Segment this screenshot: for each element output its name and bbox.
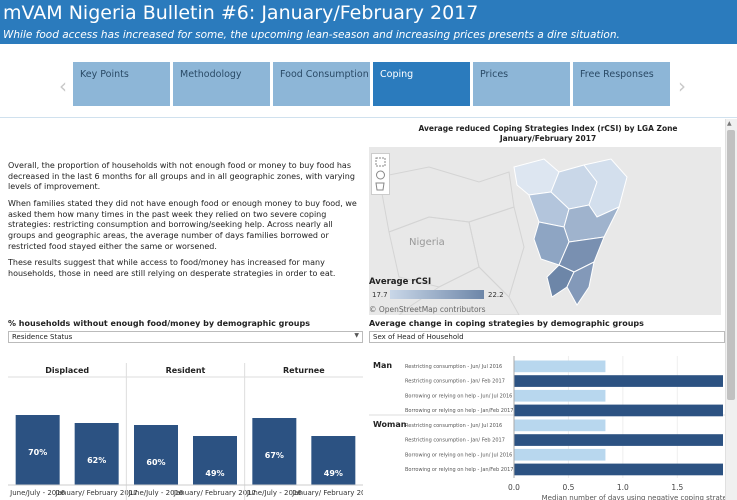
page-subtitle: While food access has increased for some… [3, 29, 620, 41]
tab-key-points[interactable]: Key Points [73, 62, 170, 106]
group-label-returnee: Returnee [283, 366, 325, 375]
x-axis-label: Median number of days using negative cop… [542, 494, 725, 500]
group-label-woman: Woman [373, 420, 407, 429]
bar [252, 418, 297, 485]
bar [311, 436, 356, 485]
header-banner: mVAM Nigeria Bulletin #6: January/Februa… [0, 0, 737, 44]
bar [514, 419, 606, 432]
bar [74, 423, 119, 485]
bar-value-label: 49% [324, 469, 343, 478]
bar [134, 425, 178, 485]
tab-methodology[interactable]: Methodology [173, 62, 270, 106]
category-label: June/July - 2016 [246, 489, 303, 497]
map-title-line-2: January/February 2017 [499, 133, 597, 143]
residence-status-value: Residence Status [12, 333, 73, 341]
map-title: Average reduced Coping Strategies Index … [372, 124, 724, 143]
map-legend-title: Average rCSI [369, 277, 432, 287]
content-divider [0, 117, 737, 118]
bar [514, 375, 723, 387]
category-label: January/ February 2017 [173, 489, 256, 497]
map-boundary [398, 266, 520, 315]
x-tick-label: 1.5 [671, 483, 683, 492]
map-legend-max: 22.2 [488, 291, 504, 299]
tab-free-responses[interactable]: Free Responses [573, 62, 670, 106]
x-tick-label: 1.0 [617, 483, 629, 492]
row-label: Borrowing or relying on help - Jan/Feb 2… [405, 408, 513, 414]
bar-value-label: 67% [265, 451, 284, 460]
sex-of-head-value: Sex of Head of Household [373, 333, 464, 341]
tab-coping[interactable]: Coping [373, 62, 470, 106]
sex-of-head-dropdown[interactable]: Sex of Head of Household [369, 331, 725, 343]
x-tick-label: 0.5 [562, 483, 574, 492]
x-tick-label: 0.0 [508, 483, 520, 492]
map-zone[interactable] [546, 264, 575, 298]
chart-bg [8, 363, 363, 500]
bar-value-label: 49% [205, 469, 224, 478]
row-label: Borrowing or relying on help - Jun/ Jul … [405, 393, 512, 399]
chevron-down-icon: ▼ [354, 332, 359, 339]
category-label: January/ February 2017 [55, 489, 138, 497]
category-label: January/ February 2017 [291, 489, 363, 497]
chevron-right-icon[interactable]: › [678, 74, 686, 98]
bar [193, 436, 237, 485]
select-rectangle-icon[interactable] [375, 157, 386, 167]
map-attribution[interactable]: © OpenStreetMap contributors [369, 305, 486, 314]
group-label-man: Man [373, 361, 392, 370]
row-label: Borrowing or relying on help - Jan/Feb 2… [405, 467, 513, 473]
bar-value-label: 70% [28, 448, 47, 457]
map-zone[interactable] [566, 261, 595, 306]
body-paragraph-2: When families stated they did not have e… [8, 199, 357, 251]
row-label: Restricting consumption - Jun/ Jul 2016 [405, 364, 502, 370]
row-label: Restricting consumption - Jan/ Feb 2017 [405, 438, 505, 444]
bar [514, 404, 723, 417]
coping-bar-chart: Man Woman 0.0 0.5 1.0 1.5 Restricting consumpt… [369, 354, 735, 500]
tab-food-consumption[interactable]: Food Consumption [273, 62, 370, 106]
map-svg: Nigeria [369, 147, 721, 315]
bar [514, 389, 606, 402]
map-area[interactable]: Nigeria [369, 147, 721, 315]
body-paragraph-1: Overall, the proportion of households wi… [8, 161, 355, 192]
map-toolbar[interactable] [371, 153, 390, 195]
residence-status-dropdown[interactable]: Residence Status ▼ [8, 331, 363, 343]
map-tool-icons [375, 157, 386, 191]
scroll-up-arrow-icon[interactable]: ▲ [727, 120, 732, 127]
page-title: mVAM Nigeria Bulletin #6: January/Februa… [3, 2, 479, 24]
chevron-left-icon[interactable]: ‹ [59, 74, 67, 98]
group-label-resident: Resident [166, 366, 206, 375]
select-lasso-icon[interactable] [375, 182, 385, 191]
bar [514, 360, 606, 373]
row-label: Restricting consumption - Jun/ Jul 2016 [405, 423, 502, 429]
map-country-label: Nigeria [409, 237, 445, 248]
bar [514, 448, 606, 461]
category-label: June/July - 2016 [9, 489, 66, 497]
category-label: June/July - 2016 [128, 489, 185, 497]
coping-bar-chart-svg: Man Woman 0.0 0.5 1.0 1.5 Restricting consumpt… [369, 354, 735, 500]
right-panel-title: Average change in coping strategies by d… [369, 319, 644, 328]
household-bar-chart: Displaced 70% June/July - 2016 62% January/ … [8, 363, 374, 500]
bar-value-label: 60% [146, 458, 165, 467]
map-legend-gradient [390, 290, 484, 299]
bar [514, 463, 723, 476]
scrollbar-thumb[interactable] [727, 130, 735, 400]
bar [15, 415, 60, 485]
row-label: Borrowing or relying on help - Jun/ Jul … [405, 452, 512, 458]
map-title-line-1: Average reduced Coping Strategies Index … [418, 124, 678, 133]
group-label-displaced: Displaced [45, 366, 89, 375]
bar [514, 434, 723, 446]
row-label: Restricting consumption - Jan/ Feb 2017 [405, 379, 505, 385]
household-bar-chart-svg: Displaced 70% June/July - 2016 62% January/ … [8, 363, 374, 500]
select-radial-icon[interactable] [376, 170, 385, 180]
map-legend-min: 17.7 [372, 291, 388, 299]
tab-prices[interactable]: Prices [473, 62, 570, 106]
bar-value-label: 62% [87, 456, 106, 465]
body-paragraph-3: These results suggest that while access … [8, 258, 336, 278]
left-panel-title: % households without enough food/money b… [8, 319, 310, 328]
